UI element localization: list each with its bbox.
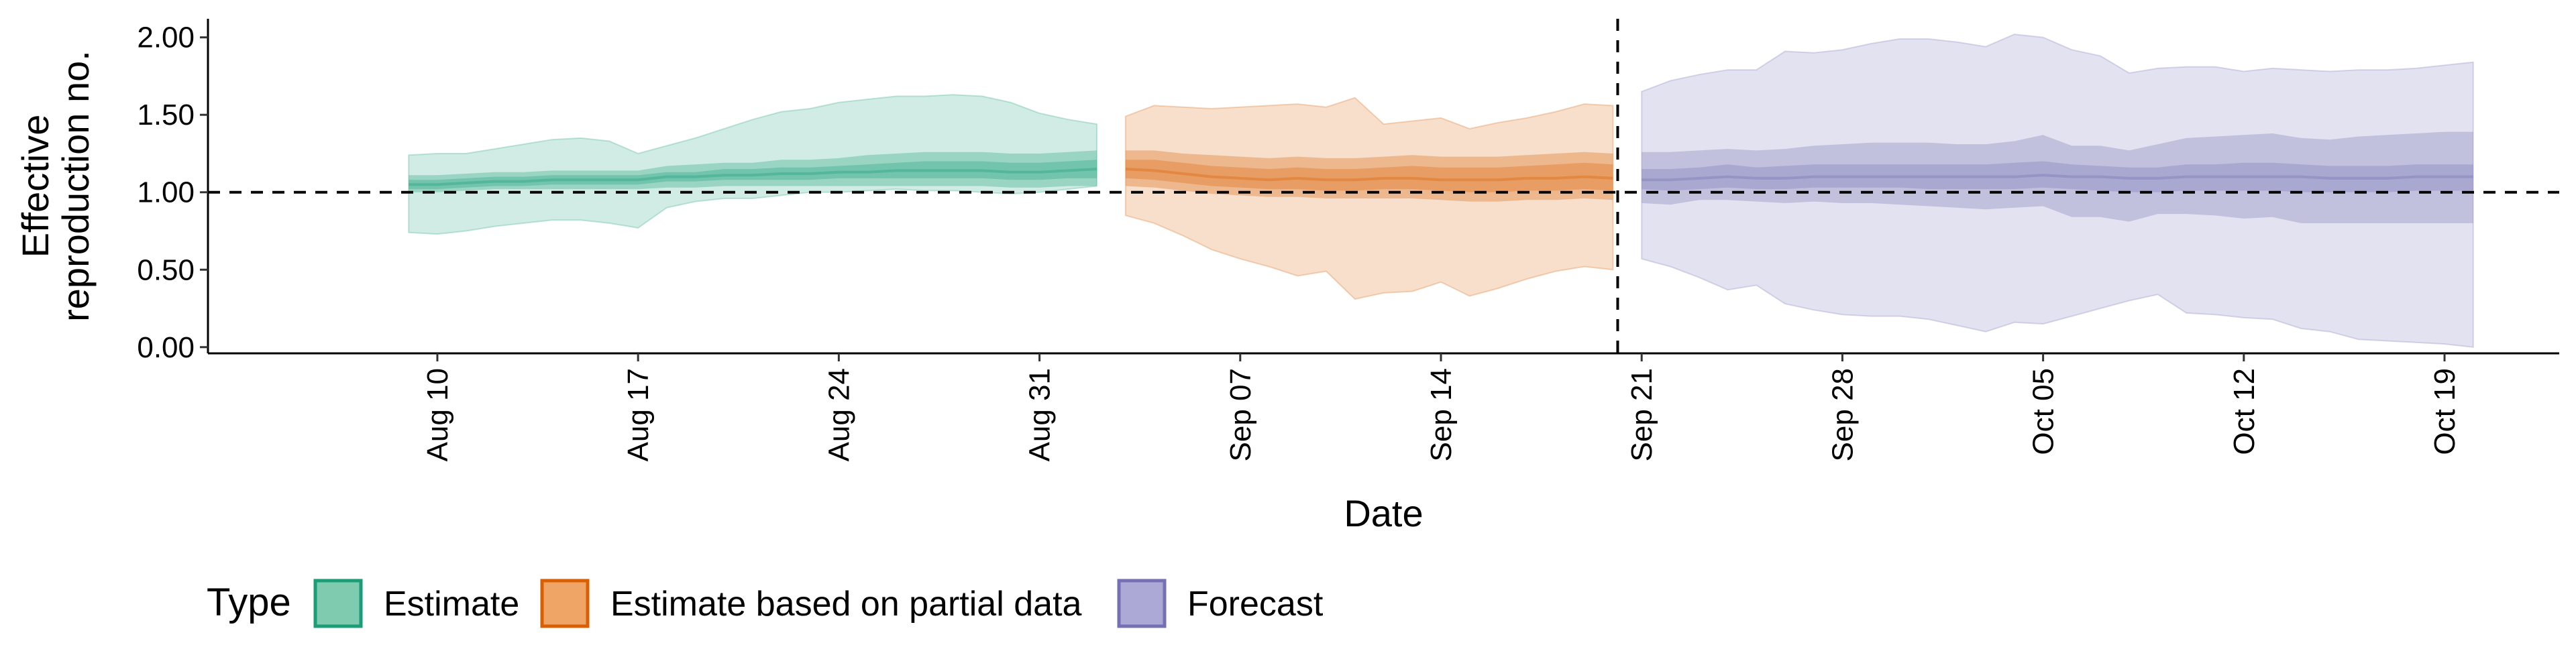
band-50-partial-estimate: [1125, 160, 1613, 192]
medians-layer: [409, 168, 2473, 186]
legend-key-estimate: [313, 579, 363, 628]
y-tick-label: 0.00: [137, 331, 195, 364]
x-tick-label: Sep 14: [1425, 368, 1458, 461]
x-tick-label: Oct 05: [2027, 368, 2060, 455]
legend-label-partial-estimate: Estimate based on partial data: [610, 585, 1082, 624]
legend: Type Estimate Estimate based on partial …: [207, 579, 1324, 628]
x-axis-title: Date: [1344, 492, 1423, 534]
legend-key-forecast: [1117, 579, 1167, 628]
median-line-forecast: [1642, 174, 2473, 182]
x-tick-label: Sep 21: [1625, 368, 1658, 461]
bands-layer: [408, 34, 2474, 348]
x-tick-label: Oct 19: [2428, 368, 2461, 455]
band-90-forecast: [1642, 131, 2473, 223]
median-line-partial-estimate: [1125, 168, 1613, 182]
x-tick-label: Aug 24: [822, 368, 855, 461]
x-tick-label: Oct 12: [2228, 368, 2261, 455]
x-tick-label: Sep 28: [1826, 368, 1859, 461]
x-tick-label: Aug 31: [1024, 368, 1057, 461]
band-95-estimate: [408, 94, 1098, 235]
y-tick-label: 1.00: [137, 176, 195, 209]
y-axis-title-line-1: Effective: [14, 115, 56, 258]
y-tick-label: 2.00: [137, 21, 195, 54]
band-90-estimate: [409, 150, 1097, 192]
legend-label-forecast: Forecast: [1187, 585, 1324, 624]
y-tick-label: 1.50: [137, 99, 195, 131]
legend-key-partial-estimate: [540, 579, 590, 628]
axes-layer: 0.00 0.50 1.00 1.50 2.00 Aug 10 Aug 17 Aug 24 Au…: [137, 19, 2559, 461]
band-95-partial-estimate: [1124, 97, 1614, 300]
band-50-forecast: [1642, 161, 2473, 192]
axis-titles-layer: Date Effective reproduction no.: [14, 50, 1424, 534]
median-line-estimate: [409, 168, 1097, 186]
x-tick-label: Sep 07: [1224, 368, 1257, 461]
band-90-partial-estimate: [1125, 150, 1613, 202]
legend-title: Type: [207, 581, 291, 624]
y-tick-label: 0.50: [137, 253, 195, 286]
legend-label-estimate: Estimate: [384, 585, 519, 624]
y-axis-title-line-2: reproduction no.: [54, 50, 97, 322]
x-tick-label: Aug 10: [421, 368, 454, 461]
band-95-forecast: [1641, 34, 2474, 348]
reference-lines-layer: [208, 19, 2559, 353]
x-tick-label: Aug 17: [622, 368, 655, 461]
band-50-estimate: [409, 160, 1097, 190]
